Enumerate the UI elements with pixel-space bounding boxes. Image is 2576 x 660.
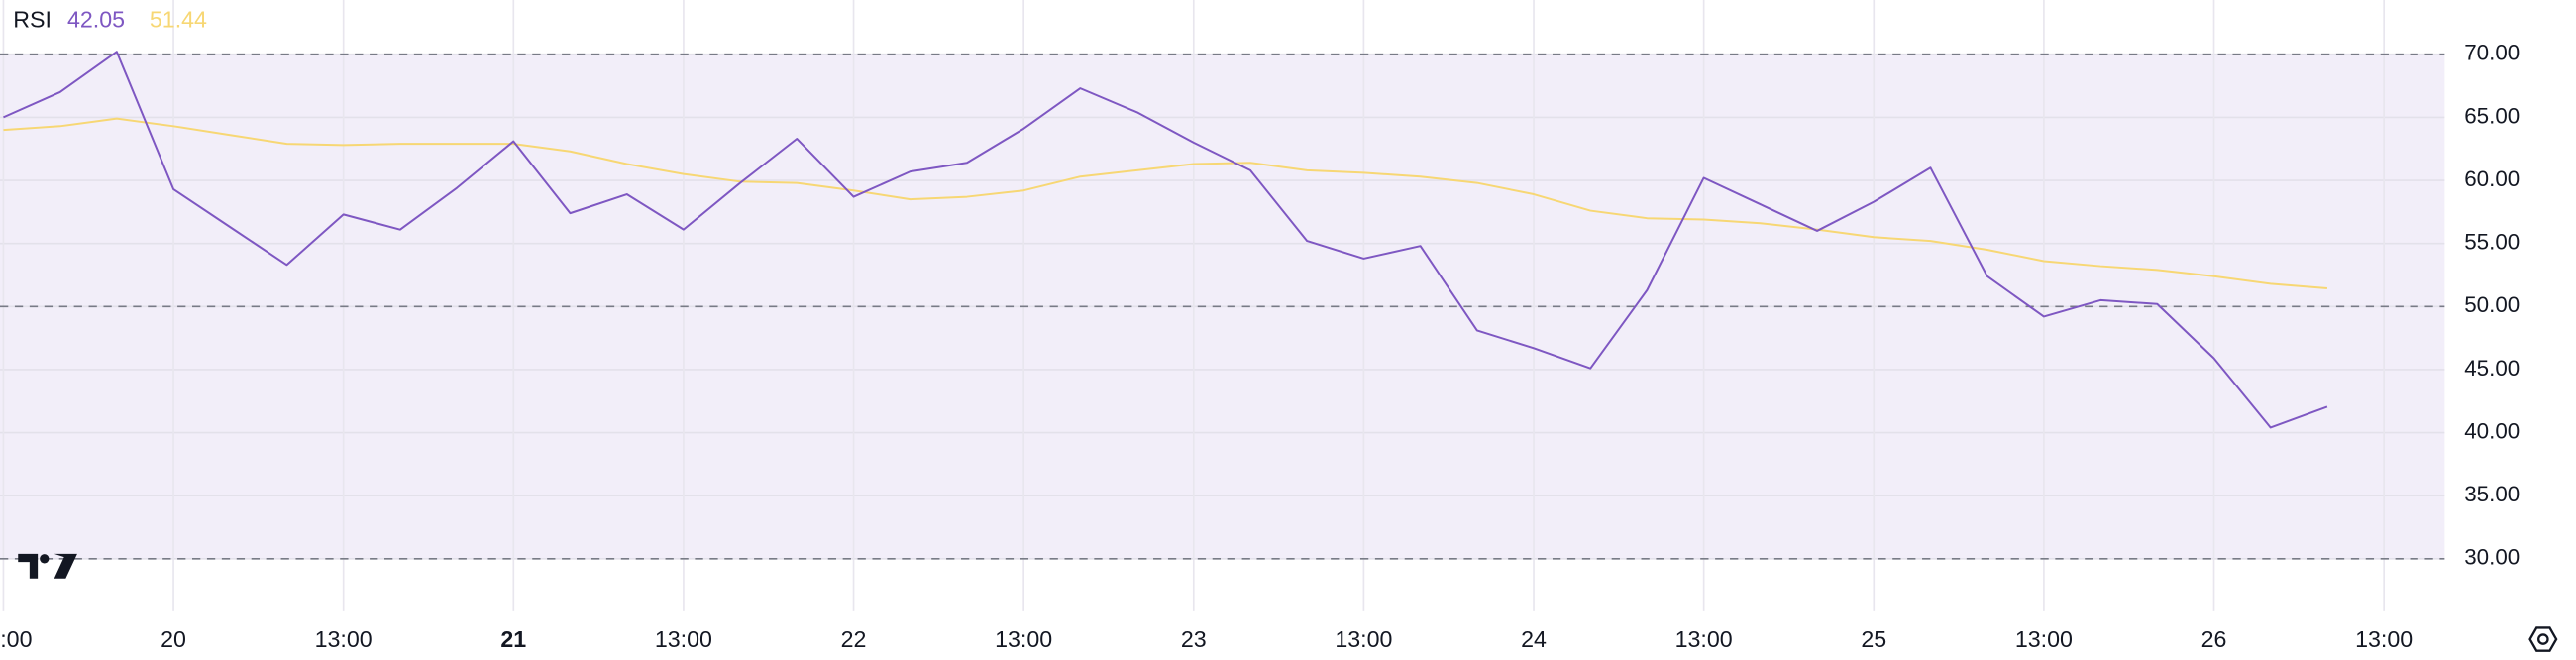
y-tick-label: 65.00 <box>2464 103 2520 128</box>
legend-value: 51.44 <box>150 7 207 33</box>
x-tick-label: 23 <box>1181 626 1207 652</box>
x-tick-label: 22 <box>841 626 867 652</box>
legend: RSI 42.05 51.44 <box>13 7 207 33</box>
settings-icon[interactable] <box>2528 626 2558 652</box>
x-tick-label: 13:00 <box>995 626 1052 652</box>
x-tick-label: 13:00 <box>655 626 712 652</box>
x-tick-label: 25 <box>1861 626 1886 652</box>
y-tick-label: 45.00 <box>2464 356 2520 381</box>
x-tick-label: 13:00 <box>2015 626 2073 652</box>
series-line <box>3 51 2328 429</box>
legend-value: 42.05 <box>67 7 125 33</box>
x-tick-label: 13:00 <box>0 626 32 652</box>
y-tick-label: 50.00 <box>2464 292 2520 317</box>
y-tick-label: 70.00 <box>2464 41 2520 65</box>
x-tick-label: 13:00 <box>315 626 373 652</box>
series-line <box>3 117 2328 289</box>
y-tick-label: 40.00 <box>2464 418 2520 443</box>
plot-area: 30.00 35.00 40.00 45.00 50.00 55.00 60.00 65.00… <box>0 0 2520 652</box>
x-tick-label: 24 <box>1521 626 1547 652</box>
x-tick-label: 13:00 <box>1335 626 1392 652</box>
x-tick-label: 26 <box>2201 626 2227 652</box>
x-tick-label: 13:00 <box>1675 626 1733 652</box>
tradingview-logo <box>18 553 77 579</box>
y-tick-label: 35.00 <box>2464 482 2520 506</box>
y-tick-label: 60.00 <box>2464 166 2520 191</box>
x-tick-label: 21 <box>500 626 526 652</box>
x-tick-label: 20 <box>161 626 186 652</box>
legend-label: RSI <box>13 7 52 33</box>
y-tick-label: 55.00 <box>2464 230 2520 255</box>
x-tick-label: 13:00 <box>2355 626 2413 652</box>
y-tick-label: 30.00 <box>2464 545 2520 570</box>
